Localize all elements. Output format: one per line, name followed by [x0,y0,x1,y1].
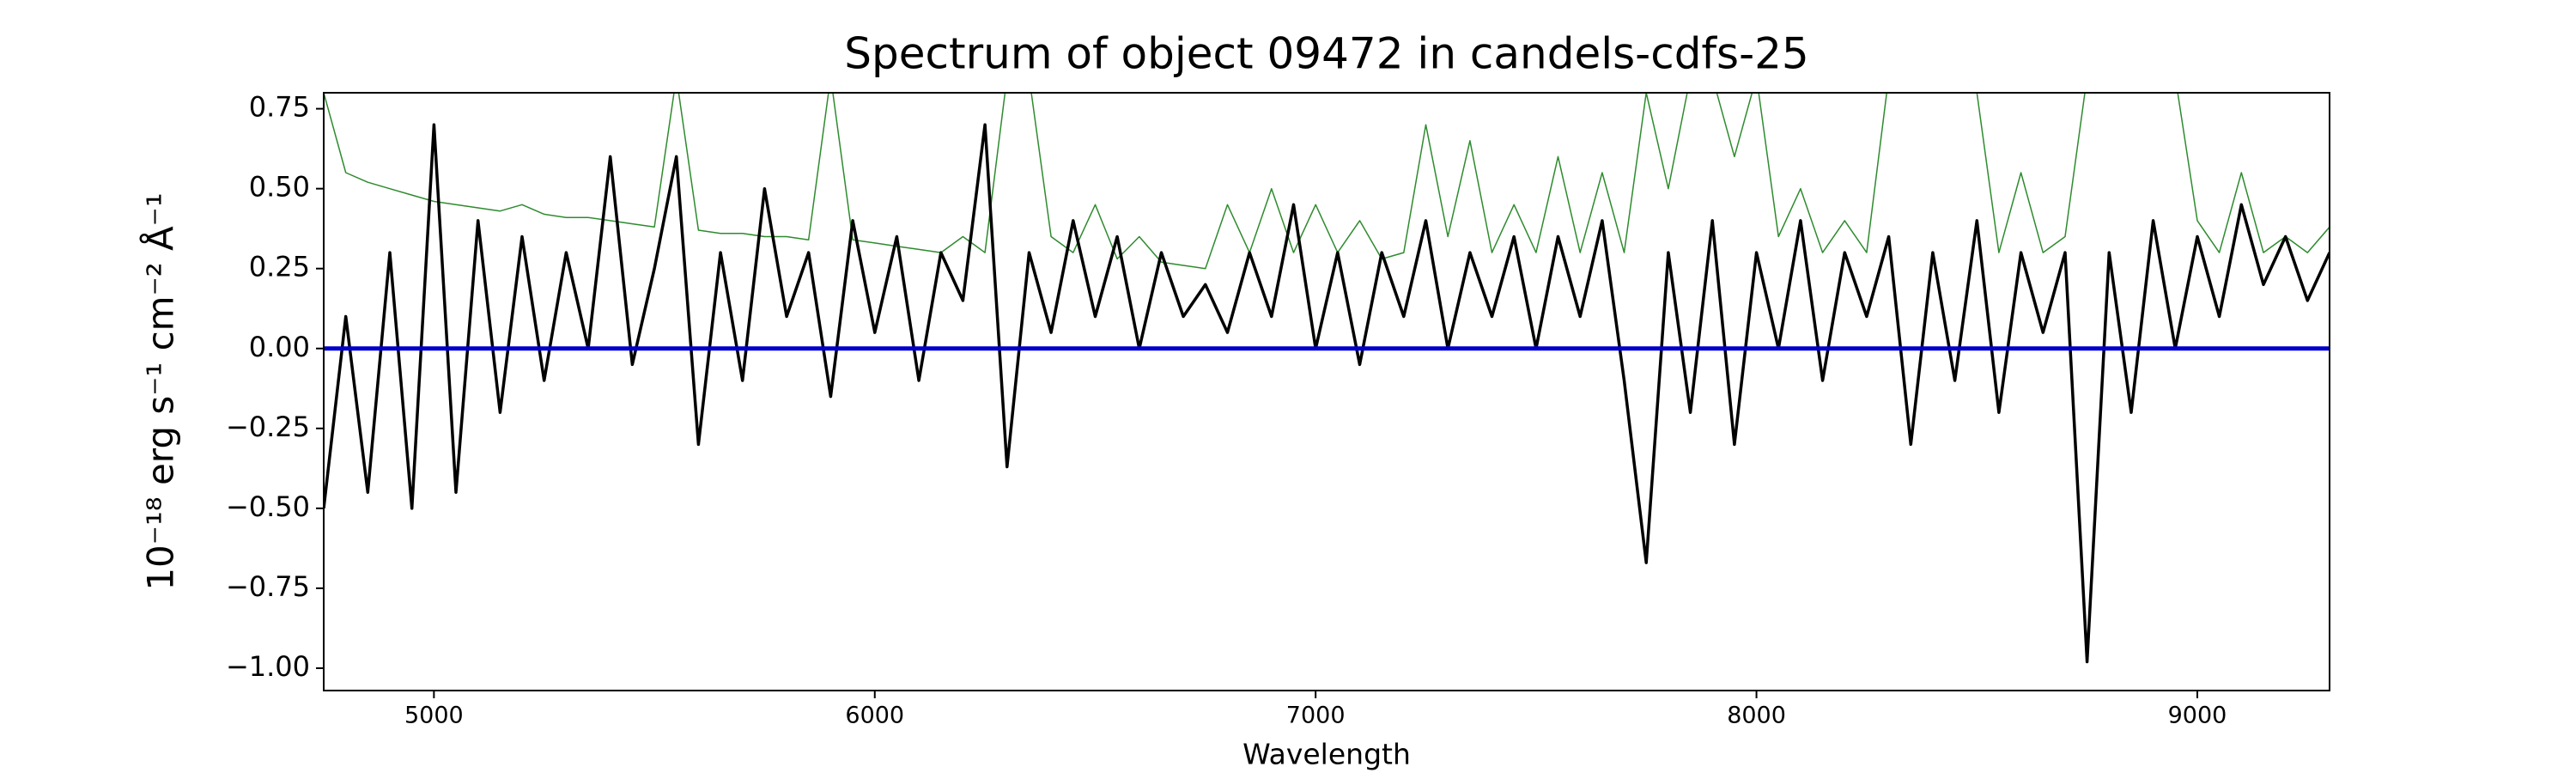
x-tick-label: 6000 [845,703,904,729]
y-tick-label: −0.25 [226,411,310,443]
y-tick-label: 0.75 [249,91,310,124]
y-tick-label: 0.50 [249,171,310,204]
x-axis-label: Wavelength [1242,738,1411,771]
spectrum-line [324,93,2330,270]
x-tick-label: 5000 [404,703,464,729]
y-tick-label: 0.25 [249,251,310,283]
plot-area [324,93,2330,664]
y-axis-label: 10⁻¹⁸ erg s⁻¹ cm⁻² Å⁻¹ [139,192,182,590]
chart-title: Spectrum of object 09472 in candels-cdfs… [844,29,1809,79]
y-tick-label: −0.75 [226,570,310,603]
plot-frame [323,92,2330,691]
x-tick-label: 7000 [1286,703,1346,729]
x-tick-label: 9000 [2168,703,2227,729]
y-tick-label: 0.00 [249,331,310,363]
y-tick-label: −0.50 [226,490,310,523]
y-tick-label: −1.00 [226,650,310,683]
spectrum-line [324,123,2330,664]
x-tick-label: 8000 [1727,703,1786,729]
